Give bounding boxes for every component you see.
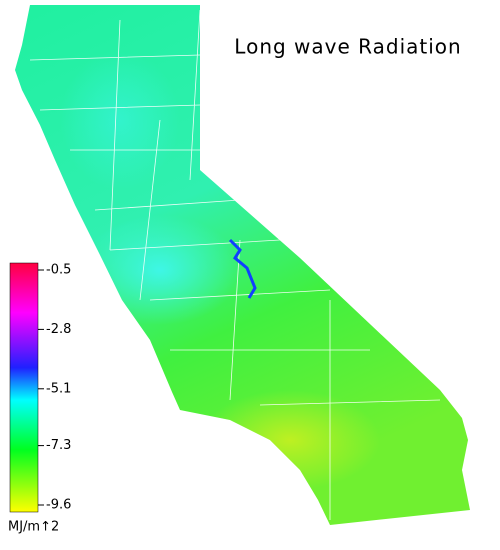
- color-bar-tick-label: -7.3: [46, 438, 71, 453]
- color-bar-unit: MJ/m↑2: [8, 520, 59, 535]
- color-bar-tick-label: -9.6: [46, 498, 71, 513]
- color-bar: [9, 262, 39, 513]
- map-title: Long wave Radiation: [234, 35, 461, 59]
- color-bar-tick-label: -5.1: [46, 381, 71, 396]
- color-bar-tick-label: -2.8: [46, 322, 71, 337]
- color-bar-tick-label: -0.5: [46, 263, 71, 278]
- california-map: [15, 5, 470, 525]
